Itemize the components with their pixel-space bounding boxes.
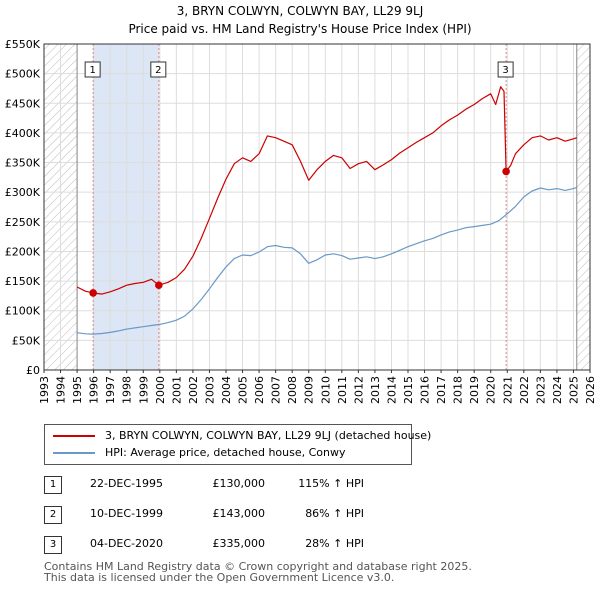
y-tick-label: £550K — [5, 38, 41, 51]
ownership-shade — [93, 44, 159, 370]
x-tick-label: 1997 — [104, 376, 117, 404]
y-tick-label: £450K — [5, 97, 41, 110]
transaction-price: £130,000 — [212, 477, 266, 490]
sale-label-box — [84, 61, 101, 78]
transaction-price: £335,000 — [212, 537, 266, 550]
x-tick-label: 2021 — [501, 376, 514, 404]
x-tick-label: 2009 — [303, 376, 316, 404]
y-tick-label: £150K — [5, 275, 41, 288]
x-tick-label: 1998 — [121, 376, 134, 404]
x-tick-label: 2017 — [435, 376, 448, 404]
x-tick-label: 2025 — [567, 376, 580, 404]
transaction-date: 04-DEC-2020 — [90, 537, 164, 550]
x-tick-label: 2024 — [551, 376, 564, 404]
sale-label-box — [150, 61, 167, 78]
hatched-region — [576, 44, 590, 370]
transaction-number: 3 — [44, 536, 62, 554]
x-tick-label: 2023 — [534, 376, 547, 404]
x-tick-label: 2026 — [584, 376, 597, 404]
legend-swatch-property — [53, 435, 95, 437]
transaction-date: 22-DEC-1995 — [90, 477, 164, 490]
y-tick-label: £100K — [5, 305, 41, 318]
footer-attribution: Contains HM Land Registry data © Crown c… — [44, 560, 472, 584]
sale-point — [502, 167, 510, 176]
chart-title-block: 3, BRYN COLWYN, COLWYN BAY, LL29 9LJ Pri… — [0, 2, 600, 38]
x-tick-label: 2018 — [452, 376, 465, 404]
chart-title: 3, BRYN COLWYN, COLWYN BAY, LL29 9LJ — [176, 4, 424, 18]
x-tick-label: 1999 — [137, 376, 150, 404]
sale-label-number: 2 — [155, 65, 161, 76]
x-tick-label: 1994 — [55, 376, 68, 404]
sale-point — [155, 281, 163, 290]
transaction-hpi-change: 115% ↑ HPI — [298, 477, 364, 490]
x-tick-label: 2007 — [270, 376, 283, 404]
hpi-line — [77, 186, 578, 335]
x-tick-label: 2006 — [253, 376, 266, 404]
x-tick-label: 2008 — [286, 376, 299, 404]
x-tick-label: 2012 — [352, 376, 365, 404]
plot-frame — [43, 43, 591, 371]
x-tick-label: 2011 — [336, 376, 349, 404]
transaction-price: £143,000 — [212, 507, 266, 520]
transaction-number: 1 — [44, 476, 62, 494]
x-tick-label: 2015 — [402, 376, 415, 404]
sale-label-number: 1 — [89, 65, 95, 76]
chart-subtitle: Price paid vs. HM Land Registry's House … — [128, 22, 472, 36]
y-tick-label: £500K — [5, 68, 41, 81]
x-tick-label: 2020 — [485, 376, 498, 404]
price-chart: 1 2 3 £0 £50K £100K £150K £200K £250K £300K £350K… — [5, 38, 597, 404]
x-tick-label: 2003 — [203, 376, 216, 404]
y-tick-label: £300K — [5, 186, 41, 199]
y-tick-label: £400K — [5, 127, 41, 140]
x-tick-label: 2022 — [518, 376, 531, 404]
sale-label-number: 3 — [502, 65, 508, 76]
x-tick-label: 1993 — [38, 376, 51, 404]
legend-swatch-hpi — [53, 452, 95, 454]
x-tick-label: 2002 — [187, 376, 200, 404]
x-tick-label: 2019 — [468, 376, 481, 404]
property-price-line — [76, 86, 577, 295]
transaction-hpi-change: 28% ↑ HPI — [305, 537, 364, 550]
transaction-number: 2 — [44, 506, 62, 524]
sale-point — [89, 289, 97, 297]
transaction-date: 10-DEC-1999 — [90, 507, 164, 520]
x-tick-label: 1995 — [71, 376, 84, 404]
y-tick-label: £250K — [5, 216, 41, 229]
legend-item-property: 3, BRYN COLWYN, COLWYN BAY, LL29 9LJ (de… — [53, 427, 431, 445]
transaction-hpi-change: 86% ↑ HPI — [305, 507, 364, 520]
x-tick-label: 2001 — [170, 376, 183, 404]
x-tick-label: 1996 — [88, 376, 101, 404]
y-tick-label: £200K — [5, 245, 41, 258]
legend-label-hpi: HPI: Average price, detached house, Conw… — [105, 446, 346, 459]
x-tick-label: 2014 — [385, 376, 398, 404]
x-tick-label: 2000 — [154, 376, 167, 404]
y-tick-label: £350K — [5, 157, 41, 170]
x-tick-label: 2016 — [419, 376, 432, 404]
y-tick-label: £50K — [12, 334, 41, 347]
chart-legend: 3, BRYN COLWYN, COLWYN BAY, LL29 9LJ (de… — [44, 424, 431, 465]
x-tick-label: 2013 — [369, 376, 382, 404]
y-tick-label: £0 — [26, 364, 40, 377]
sale-label-box — [497, 61, 514, 78]
legend-item-hpi: HPI: Average price, detached house, Conw… — [53, 444, 346, 462]
x-tick-label: 2004 — [220, 376, 233, 404]
legend-label-property: 3, BRYN COLWYN, COLWYN BAY, LL29 9LJ (de… — [105, 429, 432, 442]
x-tick-label: 2005 — [237, 376, 250, 404]
x-tick-label: 2010 — [319, 376, 332, 404]
